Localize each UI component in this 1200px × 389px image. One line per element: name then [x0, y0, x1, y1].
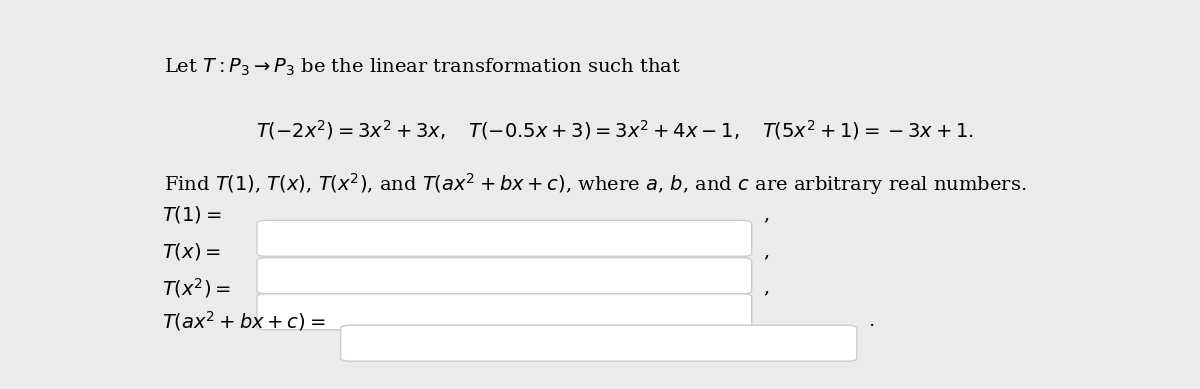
Text: $T(x) = $: $T(x) = $	[162, 241, 221, 262]
Text: $T(ax^2 + bx + c) = $: $T(ax^2 + bx + c) = $	[162, 309, 325, 333]
Text: $T(1) = $: $T(1) = $	[162, 204, 222, 225]
FancyBboxPatch shape	[257, 294, 751, 330]
Text: .: .	[868, 312, 875, 330]
FancyBboxPatch shape	[341, 325, 857, 361]
Text: $T(-2x^2) = 3x^2 + 3x, \quad T(-0.5x + 3) = 3x^2 + 4x - 1, \quad T(5x^2 + 1) = -: $T(-2x^2) = 3x^2 + 3x, \quad T(-0.5x + 3…	[256, 119, 974, 142]
Text: ,: ,	[763, 243, 769, 261]
Text: ,: ,	[763, 205, 769, 223]
FancyBboxPatch shape	[257, 221, 751, 256]
Text: Find $T(1)$, $T(x)$, $T(x^2)$, and $T(ax^2 + bx + c)$, where $a$, $b$, and $c$ a: Find $T(1)$, $T(x)$, $T(x^2)$, and $T(ax…	[164, 172, 1026, 197]
Text: $T(x^2) = $: $T(x^2) = $	[162, 276, 232, 300]
FancyBboxPatch shape	[257, 258, 751, 294]
Text: ,: ,	[763, 279, 769, 297]
Text: Let $T : P_3 \rightarrow P_3$ be the linear transformation such that: Let $T : P_3 \rightarrow P_3$ be the lin…	[164, 57, 680, 78]
